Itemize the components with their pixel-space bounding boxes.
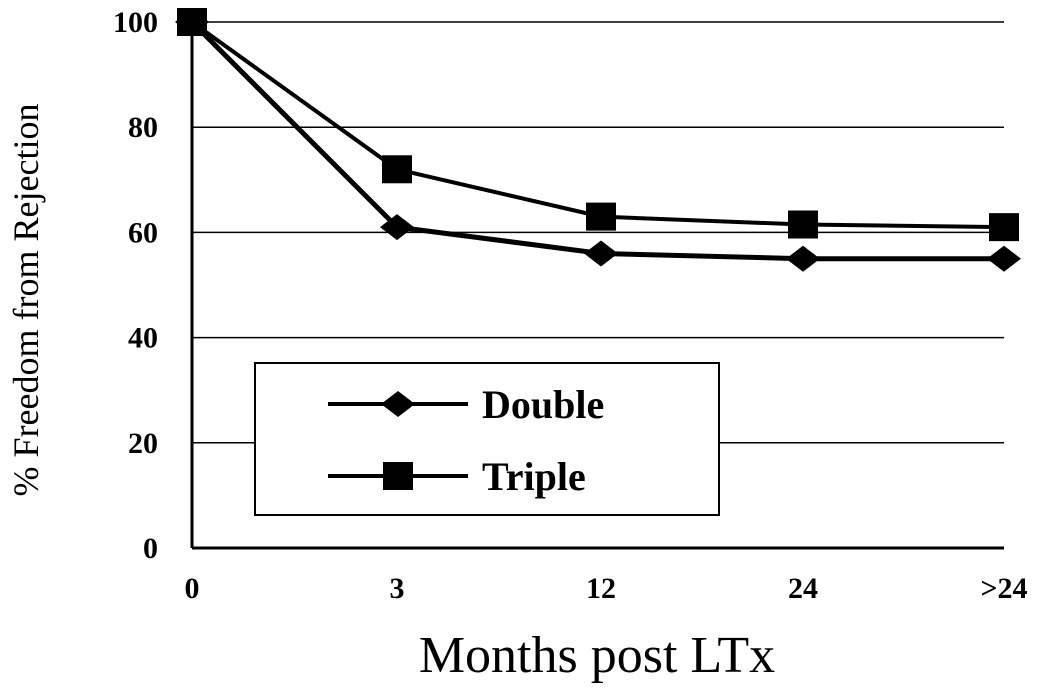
legend-items: Double Triple — [328, 382, 604, 499]
series-double — [175, 9, 1021, 272]
diamond-marker — [786, 245, 820, 272]
series-triple — [177, 8, 1019, 242]
square-marker — [989, 213, 1019, 242]
y-tick-label: 100 — [113, 6, 158, 39]
legend-label: Triple — [482, 454, 586, 499]
legend-item-triple: Triple — [328, 454, 586, 499]
legend: Double Triple — [254, 362, 720, 516]
legend-box — [254, 362, 720, 516]
series — [175, 8, 1021, 272]
y-axis-title: % Freedom from Rejection — [6, 104, 46, 497]
axes — [190, 22, 1004, 550]
x-tick-label: >24 — [980, 572, 1027, 605]
series-line-triple — [190, 20, 1005, 230]
y-tick-label: 20 — [128, 427, 158, 460]
legend-square-marker — [383, 462, 413, 490]
y-tick-label: 0 — [143, 532, 158, 565]
diamond-marker — [584, 240, 618, 267]
x-axis-title: Months post LTx — [419, 627, 775, 684]
x-tick-label: 24 — [788, 572, 818, 605]
square-marker — [382, 155, 412, 184]
x-tick-label: 3 — [390, 572, 405, 605]
diamond-marker — [380, 214, 414, 241]
x-tick-labels: 0 3 12 24 >24 — [185, 572, 1028, 605]
diamond-marker — [987, 245, 1021, 272]
square-marker — [586, 202, 616, 231]
legend-item-double: Double — [328, 382, 604, 427]
x-tick-label: 0 — [185, 572, 200, 605]
legend-diamond-marker — [381, 391, 415, 417]
y-tick-label: 80 — [128, 111, 158, 144]
square-marker — [788, 210, 818, 239]
y-tick-label: 40 — [128, 322, 158, 355]
gridlines — [192, 21, 1004, 444]
y-tick-labels: 0 20 40 60 80 100 — [113, 6, 158, 565]
x-tick-label: 12 — [586, 572, 616, 605]
y-tick-label: 60 — [128, 216, 158, 249]
square-marker — [177, 8, 207, 36]
legend-label: Double — [482, 382, 604, 427]
